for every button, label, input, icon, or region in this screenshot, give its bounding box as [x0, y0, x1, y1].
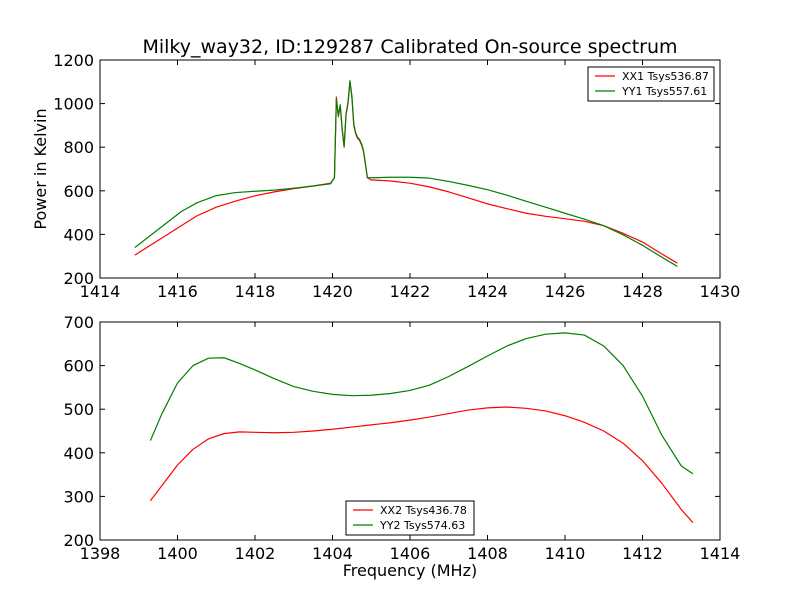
- top-legend-label-1: YY1 Tsys557.61: [621, 85, 707, 98]
- bottom-legend: XX2 Tsys436.78 YY2 Tsys574.63: [345, 500, 475, 536]
- bottom-y-tick-label: 300: [63, 487, 94, 506]
- bottom-x-tick-label: 1406: [390, 544, 431, 563]
- top-y-tick-label: 200: [63, 269, 94, 288]
- bottom-x-tick-label: 1398: [80, 544, 121, 563]
- bottom-y-tick-label: 400: [63, 444, 94, 463]
- top-x-tick-label: 1416: [157, 282, 198, 301]
- bottom-legend-box: [345, 500, 475, 536]
- top-x-tick-label: 1430: [700, 282, 741, 301]
- bottom-x-tick-label: 1412: [622, 544, 663, 563]
- top-y-tick-label: 600: [63, 182, 94, 201]
- top-y-tick-label: 400: [63, 225, 94, 244]
- bottom-y-tick-label: 500: [63, 400, 94, 419]
- bottom-x-tick-label: 1402: [235, 544, 276, 563]
- bottom-series-line-0: [149, 406, 694, 523]
- top-y-tick-label: 1000: [53, 95, 94, 114]
- bottom-x-tick-label: 1400: [157, 544, 198, 563]
- top-x-tick-label: 1418: [235, 282, 276, 301]
- bottom-x-tick-label: 1404: [312, 544, 353, 563]
- top-legend: XX1 Tsys536.87 YY1 Tsys557.61: [587, 66, 715, 102]
- bottom-legend-label-0: XX2 Tsys436.78: [380, 504, 467, 517]
- top-x-tick-label: 1422: [390, 282, 431, 301]
- top-legend-label-0: XX1 Tsys536.87: [622, 70, 709, 83]
- x-axis-label: Frequency (MHz): [343, 561, 477, 580]
- y-axis-label: Power in Kelvin: [31, 108, 50, 229]
- top-x-tick-label: 1428: [622, 282, 663, 301]
- bottom-x-tick-label: 1410: [545, 544, 586, 563]
- top-y-tick-label: 800: [63, 138, 94, 157]
- top-y-tick-label: 1200: [53, 51, 94, 70]
- top-x-tick-label: 1414: [80, 282, 121, 301]
- top-x-tick-label: 1420: [312, 282, 353, 301]
- bottom-y-tick-label: 600: [63, 357, 94, 376]
- top-x-tick-label: 1424: [467, 282, 508, 301]
- top-legend-box: [587, 66, 715, 102]
- bottom-y-tick-label: 700: [63, 313, 94, 332]
- bottom-legend-label-1: YY2 Tsys574.63: [379, 519, 465, 532]
- bottom-series-line-1: [149, 332, 694, 475]
- bottom-x-tick-label: 1414: [700, 544, 741, 563]
- plot-bottom: 1398 1400 1402 1404 1406 1408 1410 1412 1414 200 3…: [63, 313, 740, 563]
- top-series-line-1: [134, 80, 678, 267]
- bottom-x-tick-label: 1408: [467, 544, 508, 563]
- top-x-tick-label: 1426: [545, 282, 586, 301]
- figure-title: Milky_way32, ID:129287 Calibrated On-sou…: [142, 36, 677, 58]
- bottom-y-tick-label: 200: [63, 531, 94, 550]
- plot-top: 1414 1416 1418 1420 1422 1424 1426 1428 1430 200 4…: [53, 51, 740, 301]
